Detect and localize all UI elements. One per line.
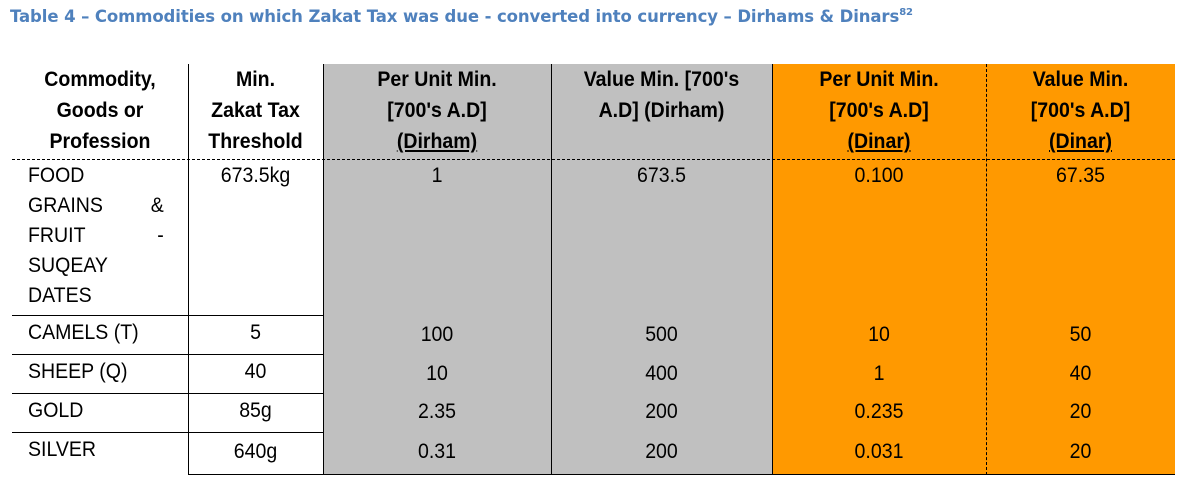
header-threshold-line2: Zakat Tax	[211, 99, 300, 122]
header-commodity-line2: Goods or	[56, 99, 144, 122]
row-food-threshold: 673.5kg	[220, 164, 291, 187]
commodity-line: SUQEAY	[28, 251, 164, 281]
commodity-line: FOOD	[28, 161, 164, 191]
commodity-line: DATES	[28, 281, 164, 311]
row-food-dirham-value: 673.5	[637, 164, 686, 187]
row-camels-dinar-value: 50	[1069, 323, 1092, 346]
row-divider-2b	[188, 354, 323, 355]
commodity-line: GRAINS &	[28, 191, 164, 221]
header-dirham-value-line1: Value Min. [700's	[583, 68, 740, 91]
header-divider	[12, 159, 1175, 160]
row-camels-dirham-unit: 100	[420, 323, 454, 346]
row-gold-dirham-unit: 2.35	[417, 400, 457, 423]
row-gold-dirham-value: 200	[645, 400, 678, 423]
commodity-word: FRUIT	[28, 224, 86, 247]
row-gold-threshold: 85g	[239, 399, 272, 422]
header-threshold-line1: Min.	[235, 68, 276, 91]
commodity-word: DATES	[28, 284, 92, 307]
header-dirham-unit-line3: (Dirham)	[396, 130, 478, 153]
row-silver-threshold: 640g	[233, 440, 278, 463]
row-sheep-dirham-unit: 10	[426, 362, 448, 385]
commodity-word: GRAINS	[28, 194, 103, 217]
row-sheep-threshold: 40	[244, 360, 267, 383]
header-threshold: Min. Zakat Tax Threshold	[193, 64, 319, 157]
row-gold-commodity: GOLD	[28, 399, 84, 422]
header-dirham-unit-line1: Per Unit Min.	[377, 68, 497, 91]
row-food-dirham-unit: 1	[431, 164, 443, 187]
row-silver-dinar-value: 20	[1069, 440, 1092, 463]
header-commodity: Commodity, Goods or Profession	[18, 64, 182, 157]
col-divider-1	[188, 64, 189, 475]
table-bottom-border	[188, 474, 1175, 475]
header-dirham-value-line2: A.D] (Dirham)	[598, 99, 725, 122]
row-sheep-dirham-value: 400	[645, 362, 678, 385]
commodity-word: SUQEAY	[28, 254, 108, 277]
row-divider-1b	[188, 315, 323, 316]
header-dinar-unit-line2: [700's A.D]	[829, 99, 929, 122]
commodity-word: -	[157, 224, 164, 247]
header-dirham-unit-line2: [700's A.D]	[387, 99, 487, 122]
row-camels-commodity: CAMELS (T)	[28, 321, 139, 344]
header-commodity-line3: Profession	[49, 130, 151, 153]
row-silver-dirham-unit: 0.31	[417, 440, 457, 463]
row-food-dinar-unit: 0.100	[854, 164, 904, 187]
row-camels-dirham-value: 500	[645, 323, 678, 346]
row-divider-1	[12, 315, 188, 316]
row-silver-commodity: SILVER	[28, 438, 97, 461]
commodity-word: &	[150, 194, 164, 217]
dinar-columns-background	[773, 64, 1175, 475]
commodity-line: FRUIT -	[28, 221, 164, 251]
row-silver-dirham-value: 200	[645, 440, 678, 463]
row-gold-dinar-value: 20	[1069, 400, 1092, 423]
row-sheep-dinar-unit: 1	[873, 362, 885, 385]
row-silver-dinar-unit: 0.031	[854, 440, 904, 463]
col-divider-5	[986, 64, 987, 475]
header-dinar-value-line2: [700's A.D]	[1030, 99, 1131, 122]
table-title-text: Table 4 – Commodities on which Zakat Tax…	[10, 7, 900, 26]
row-divider-4	[12, 432, 188, 433]
header-commodity-line1: Commodity,	[44, 68, 156, 91]
header-dinar-value-line1: Value Min.	[1032, 68, 1129, 91]
row-camels-dinar-unit: 10	[868, 323, 890, 346]
row-food-commodity: FOOD GRAINS & FRUIT - SUQEAY DATES	[28, 161, 177, 311]
header-dirham-unit: Per Unit Min. [700's A.D] (Dirham)	[331, 64, 543, 157]
row-gold-dinar-unit: 0.235	[854, 400, 904, 423]
dirham-columns-background	[323, 64, 773, 475]
header-dinar-value: Value Min. [700's A.D] (Dinar)	[993, 64, 1169, 157]
table-title: Table 4 – Commodities on which Zakat Tax…	[10, 7, 913, 26]
row-divider-3b	[188, 393, 323, 394]
header-dinar-unit-line3: (Dinar)	[847, 130, 911, 153]
row-sheep-dinar-value: 40	[1069, 362, 1092, 385]
col-divider-3	[551, 64, 552, 475]
row-divider-4b	[188, 432, 323, 433]
header-dinar-unit-line1: Per Unit Min.	[819, 68, 939, 91]
commodity-word: FOOD	[28, 164, 85, 187]
footnote-ref: 82	[899, 7, 913, 18]
header-threshold-line3: Threshold	[208, 130, 303, 153]
header-dirham-value: Value Min. [700's A.D] (Dirham)	[559, 64, 765, 126]
row-divider-3	[12, 393, 188, 394]
header-dinar-value-line3: (Dinar)	[1049, 130, 1112, 153]
row-food-dinar-value: 67.35	[1056, 164, 1105, 187]
col-divider-4	[772, 64, 773, 475]
row-divider-2	[12, 354, 188, 355]
row-sheep-commodity: SHEEP (Q)	[28, 360, 128, 383]
header-dinar-unit: Per Unit Min. [700's A.D] (Dinar)	[779, 64, 978, 157]
col-divider-2	[323, 64, 324, 475]
row-camels-threshold: 5	[250, 321, 261, 344]
